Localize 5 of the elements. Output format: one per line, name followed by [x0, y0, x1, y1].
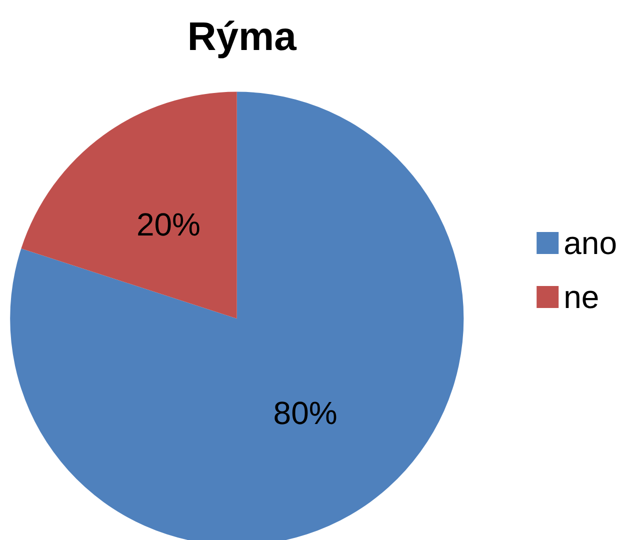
chart-title: Rýma	[187, 15, 298, 59]
data-label: 20%	[136, 206, 200, 242]
legend-label: ano	[564, 225, 617, 261]
legend-label: ne	[564, 279, 600, 315]
data-label: 80%	[273, 394, 338, 431]
